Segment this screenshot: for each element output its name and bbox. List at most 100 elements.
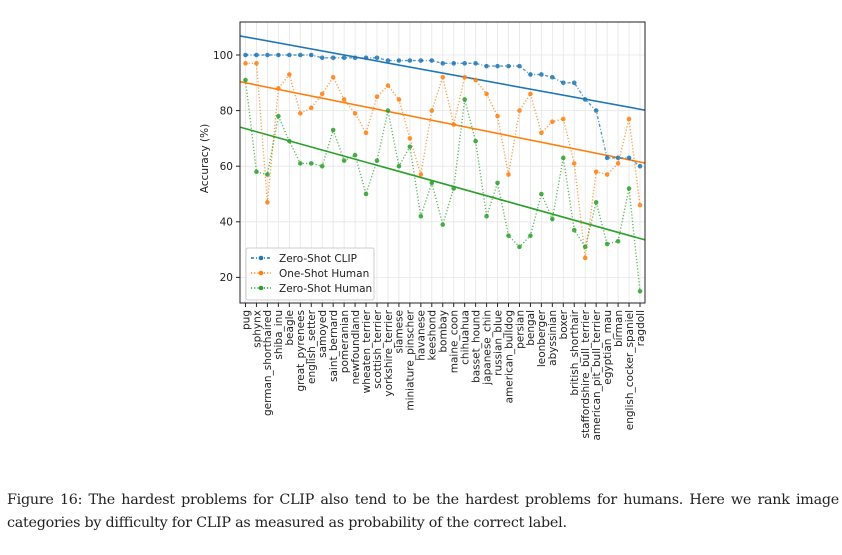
data-point [451, 61, 457, 66]
series-one-shot-human [243, 61, 643, 261]
legend-marker [258, 285, 264, 291]
x-tick-label: wheaten_terrier [361, 309, 373, 393]
data-point [418, 172, 424, 177]
data-point [560, 155, 566, 161]
data-point [254, 52, 259, 58]
x-tick-label: staffordshire_bull_terrier [580, 309, 592, 438]
data-point [615, 155, 621, 161]
x-tick-label: basset_hound [470, 310, 482, 383]
x-tick-label: samoyed [317, 310, 329, 358]
data-point [287, 52, 292, 58]
data-point [637, 289, 643, 294]
data-point [308, 52, 314, 58]
data-point [571, 227, 577, 233]
data-point [539, 191, 544, 197]
x-tick-label: american_pit_bull_terrier [591, 309, 603, 440]
x-tick-label: siamese [394, 310, 406, 353]
x-tick-label: havanese [416, 310, 428, 361]
data-point [385, 108, 391, 113]
x-tick-label: newfoundland [350, 310, 362, 384]
data-point [550, 216, 555, 222]
data-point [429, 108, 435, 113]
data-point [462, 97, 467, 102]
data-point [330, 55, 336, 61]
data-point [440, 61, 446, 66]
data-point [440, 74, 446, 80]
y-tick-label: 100 [213, 50, 233, 62]
data-point [626, 116, 632, 122]
data-point [265, 52, 270, 58]
x-tick-label: miniature_pinscher [405, 309, 417, 410]
data-point [440, 222, 446, 227]
x-tick-label: maine_coon [449, 310, 461, 373]
data-point [363, 55, 369, 61]
data-point [341, 97, 347, 102]
data-point [528, 72, 533, 77]
y-axis: 20 40 60 80 100 [213, 50, 240, 284]
legend-item-zero-shot-human: Zero-Shot Human [251, 283, 372, 295]
x-tick-label: american_bulldog [503, 310, 515, 403]
x-tick-label: pomeranian [339, 310, 351, 373]
data-point [374, 94, 380, 99]
data-point [517, 108, 522, 113]
data-point [528, 91, 533, 97]
data-point [560, 80, 566, 86]
x-tick-label: russian_blue [492, 310, 504, 376]
data-point [352, 111, 358, 116]
data-point [352, 152, 358, 158]
data-point [407, 144, 413, 150]
data-point [560, 116, 566, 122]
data-point [604, 241, 610, 247]
data-point [308, 105, 314, 111]
data-point [254, 61, 259, 66]
y-tick-label: 60 [220, 161, 233, 173]
data-point [407, 58, 413, 63]
x-tick-label: scottish_terrier [372, 309, 384, 389]
trend-line-zero-shot-human [239, 126, 646, 241]
data-point [473, 61, 478, 66]
data-point [484, 91, 489, 97]
data-point [418, 213, 424, 219]
data-point [287, 138, 292, 144]
data-point [396, 97, 402, 102]
x-tick-label: leonberger [536, 309, 548, 367]
x-tick-label: bombay [438, 310, 450, 353]
data-point [330, 74, 336, 80]
data-point [604, 155, 610, 161]
x-tick-label: abyssinian [547, 310, 559, 366]
data-point [506, 63, 511, 69]
x-tick-label: german_shorthaired [262, 310, 274, 416]
x-tick-label: bengal [525, 310, 537, 346]
data-point [550, 74, 555, 80]
x-tick-label: great_pyrenees [295, 310, 307, 391]
data-point [297, 161, 303, 166]
data-point [451, 122, 457, 127]
data-point [571, 80, 577, 86]
data-point [276, 86, 281, 91]
data-point [363, 191, 369, 197]
x-tick-label: pug [240, 310, 252, 330]
data-point [308, 161, 314, 166]
figure-caption: Figure 16: The hardest problems for CLIP… [7, 492, 839, 531]
data-point [593, 108, 599, 113]
data-point [506, 233, 511, 238]
data-point [254, 169, 259, 175]
data-point [429, 180, 435, 186]
data-point [495, 63, 500, 69]
data-point [528, 233, 533, 238]
data-point [604, 172, 610, 177]
x-tick-label: persian [514, 310, 526, 349]
x-tick-label: chihuahua [459, 310, 471, 365]
trend-line-zero-shot-clip [239, 35, 646, 111]
series-zero-shot-human [243, 77, 643, 294]
x-tick-label: keeshond [427, 310, 439, 361]
x-tick-label: birman [613, 310, 625, 347]
data-point [243, 61, 248, 66]
x-tick-label: boxer [558, 309, 570, 339]
data-point [637, 163, 643, 169]
data-point [287, 72, 292, 77]
data-point [550, 119, 555, 125]
trend-lines [239, 35, 646, 241]
data-point [265, 172, 270, 177]
